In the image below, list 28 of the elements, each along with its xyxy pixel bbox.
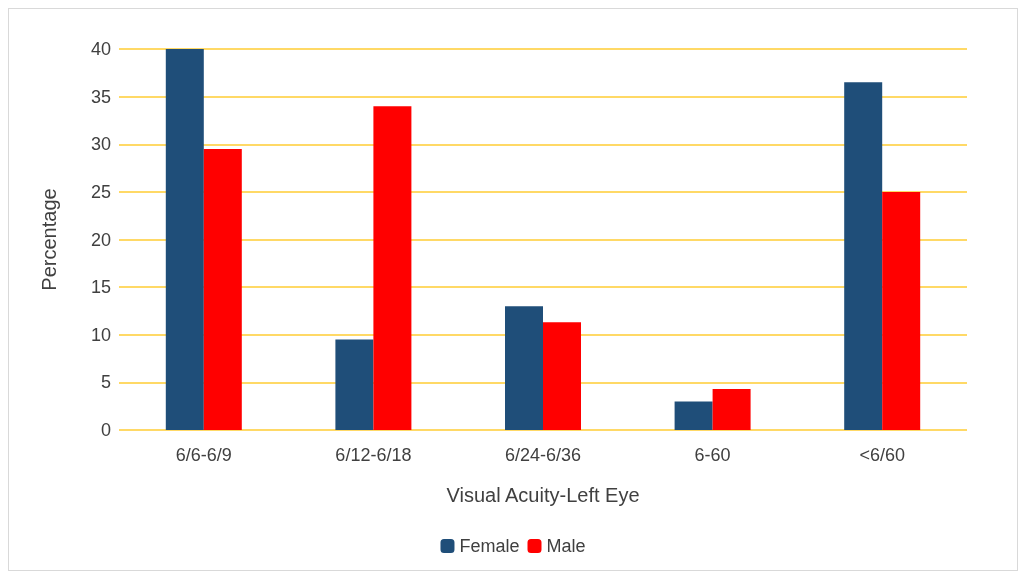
bar [844, 82, 883, 430]
bar [882, 191, 921, 430]
x-axis-title: Visual Acuity-Left Eye [446, 484, 640, 506]
legend-label: Female [459, 536, 520, 556]
bar [203, 149, 242, 430]
bar [712, 389, 751, 430]
y-tick-label: 15 [90, 277, 111, 298]
y-tick-label: 20 [90, 229, 111, 250]
bar [674, 401, 713, 430]
bar [165, 49, 204, 430]
y-tick-label: 10 [90, 324, 111, 345]
y-tick-label: 5 [100, 372, 111, 393]
y-axis-title: Percentage [38, 188, 60, 291]
x-tick-label: 6/6-6/9 [175, 445, 232, 465]
x-tick-label: 6/24-6/36 [504, 445, 582, 465]
legend-label: Male [546, 536, 586, 556]
y-tick-label: 35 [90, 86, 111, 107]
y-tick-label: 25 [90, 181, 111, 202]
x-tick-label: 6/12-6/18 [335, 445, 412, 465]
y-tick-label: 0 [100, 420, 111, 440]
bar [543, 322, 581, 430]
bar [335, 339, 374, 430]
x-tick-label: 6-60 [694, 445, 731, 465]
y-tick-label: 30 [90, 134, 111, 155]
x-tick-label: <6/60 [859, 445, 905, 465]
bar [373, 106, 412, 430]
bar [505, 306, 543, 430]
y-tick-label: 40 [90, 39, 111, 59]
